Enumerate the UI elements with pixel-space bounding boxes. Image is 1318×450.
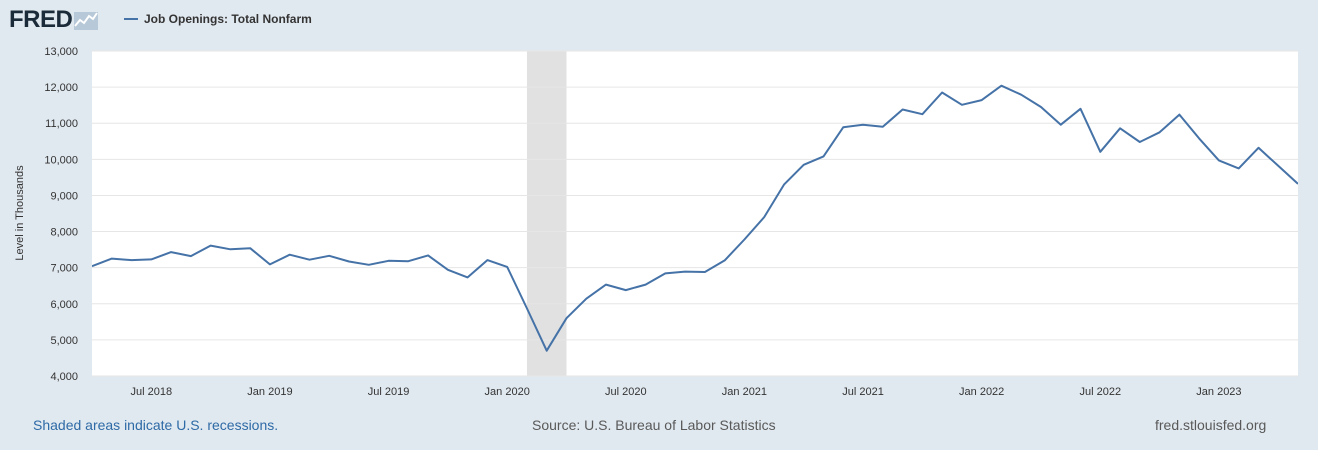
legend-label: Job Openings: Total Nonfarm	[144, 12, 312, 26]
y-axis-ticks: 4,000 5,000 6,000 7,000 8,000 9,000 10,000 11,0…	[44, 46, 78, 383]
recession-note-link[interactable]: Shaded areas indicate U.S. recessions.	[33, 417, 279, 433]
source-text: Source: U.S. Bureau of Labor Statistics	[532, 417, 776, 433]
fred-logo-text: FRED	[9, 6, 73, 33]
y-tick-label: 5,000	[50, 335, 78, 347]
x-tick-label: Jan 2022	[959, 386, 1004, 398]
y-axis-label: Level in Thousands	[14, 165, 26, 261]
y-tick-label: 7,000	[50, 263, 78, 275]
series-line	[92, 84, 1298, 352]
fred-logo[interactable]: FRED	[9, 6, 99, 34]
y-tick-label: 12,000	[44, 82, 78, 94]
x-tick-label: Jan 2019	[247, 386, 292, 398]
gridlines	[92, 50, 1298, 377]
x-tick-label: Jul 2021	[842, 386, 884, 398]
y-tick-label: 8,000	[50, 227, 78, 239]
y-tick-label: 4,000	[50, 371, 78, 383]
x-tick-label: Jan 2021	[722, 386, 767, 398]
site-url[interactable]: fred.stlouisfed.org	[1155, 417, 1267, 433]
legend: Job Openings: Total Nonfarm	[124, 12, 312, 26]
y-tick-label: 13,000	[44, 46, 78, 58]
y-tick-label: 9,000	[50, 190, 78, 202]
series-layer	[92, 84, 1298, 352]
fred-logo-chart-icon	[74, 12, 99, 30]
chart-header: FRED Job Openings: Total Nonfarm	[0, 0, 1318, 44]
x-tick-label: Jan 2020	[485, 386, 530, 398]
x-tick-label: Jul 2020	[605, 386, 647, 398]
x-tick-label: Jan 2023	[1196, 386, 1241, 398]
y-tick-label: 11,000	[45, 118, 78, 130]
x-axis-ticks: Jul 2018 Jan 2019 Jul 2019 Jan 2020 Jul 2020…	[131, 386, 1242, 398]
x-tick-label: Jul 2019	[368, 386, 410, 398]
y-tick-label: 6,000	[50, 299, 78, 311]
x-tick-label: Jul 2018	[131, 386, 173, 398]
x-tick-label: Jul 2022	[1079, 386, 1121, 398]
legend-swatch	[124, 18, 138, 20]
plot-background	[92, 51, 1298, 376]
chart: 4,000 5,000 6,000 7,000 8,000 9,000 10,000 11,0…	[14, 46, 1298, 398]
y-tick-label: 10,000	[44, 154, 78, 166]
